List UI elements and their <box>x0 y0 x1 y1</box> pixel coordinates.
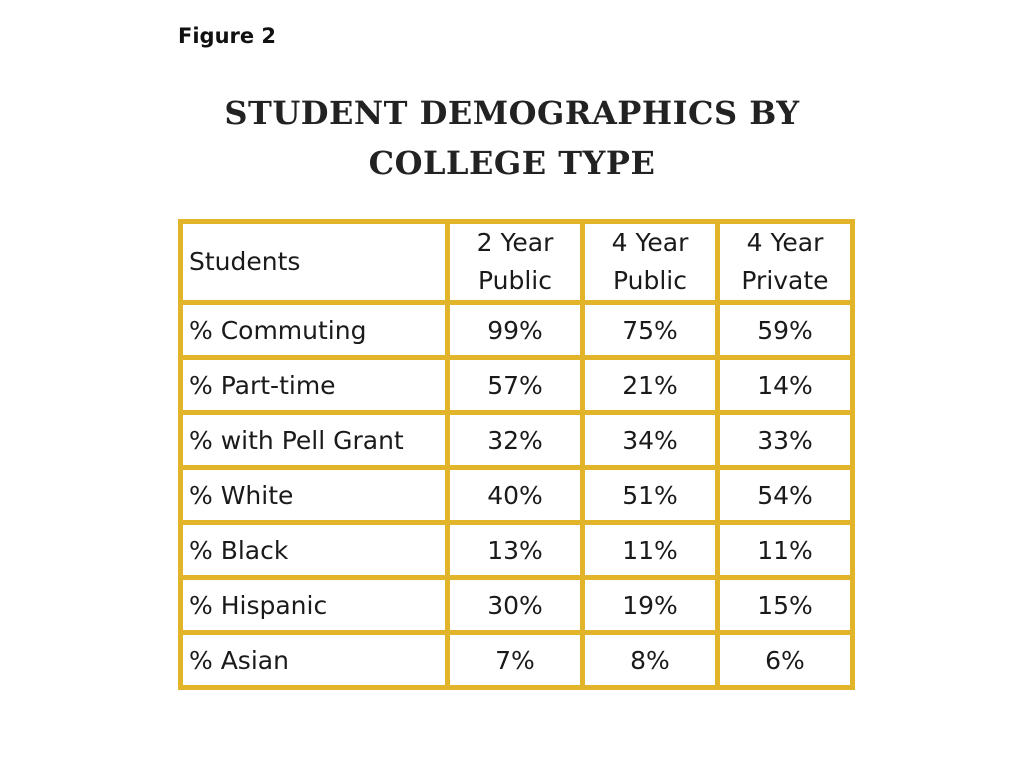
column-header-line: 4 Year <box>611 228 689 257</box>
column-header-4yr-public: 4 Year Public <box>585 224 715 300</box>
value-cell: 30% <box>450 580 580 630</box>
column-header-line: Public <box>478 266 552 295</box>
value-cell: 14% <box>720 360 850 410</box>
table-row: % Commuting 99% 75% 59% <box>183 305 850 355</box>
value-cell: 33% <box>720 415 850 465</box>
value-cell: 19% <box>585 580 715 630</box>
row-label-cell: % Asian <box>183 635 445 685</box>
table-row: % Black 13% 11% 11% <box>183 525 850 575</box>
column-header-line: 2 Year <box>476 228 554 257</box>
value-cell: 59% <box>720 305 850 355</box>
row-label-cell: % Black <box>183 525 445 575</box>
demographics-table-wrap: Students 2 Year Public 4 Year Public 4 Y… <box>178 219 855 690</box>
title-line-1: STUDENT DEMOGRAPHICS BY <box>224 94 800 132</box>
chart-title: STUDENT DEMOGRAPHICS BY COLLEGE TYPE <box>0 88 1024 188</box>
table-body: Students 2 Year Public 4 Year Public 4 Y… <box>183 224 850 685</box>
value-cell: 11% <box>585 525 715 575</box>
demographics-table: Students 2 Year Public 4 Year Public 4 Y… <box>178 219 855 690</box>
column-header-line: Public <box>613 266 687 295</box>
value-cell: 40% <box>450 470 580 520</box>
value-cell: 34% <box>585 415 715 465</box>
row-label-cell: % White <box>183 470 445 520</box>
value-cell: 7% <box>450 635 580 685</box>
row-label-cell: % Commuting <box>183 305 445 355</box>
value-cell: 11% <box>720 525 850 575</box>
table-row: % White 40% 51% 54% <box>183 470 850 520</box>
figure-label: Figure 2 <box>178 24 277 48</box>
value-cell: 8% <box>585 635 715 685</box>
value-cell: 75% <box>585 305 715 355</box>
row-label-cell: % with Pell Grant <box>183 415 445 465</box>
row-label-cell: % Hispanic <box>183 580 445 630</box>
value-cell: 13% <box>450 525 580 575</box>
value-cell: 15% <box>720 580 850 630</box>
header-row: Students 2 Year Public 4 Year Public 4 Y… <box>183 224 850 300</box>
value-cell: 32% <box>450 415 580 465</box>
value-cell: 6% <box>720 635 850 685</box>
column-header-2yr-public: 2 Year Public <box>450 224 580 300</box>
title-line-2: COLLEGE TYPE <box>368 144 656 182</box>
column-header-line: 4 Year <box>746 228 824 257</box>
table-row: % Asian 7% 8% 6% <box>183 635 850 685</box>
value-cell: 57% <box>450 360 580 410</box>
table-row: % Hispanic 30% 19% 15% <box>183 580 850 630</box>
value-cell: 99% <box>450 305 580 355</box>
value-cell: 21% <box>585 360 715 410</box>
row-label-cell: % Part-time <box>183 360 445 410</box>
column-header-4yr-private: 4 Year Private <box>720 224 850 300</box>
row-header-cell: Students <box>183 224 445 300</box>
column-header-line: Private <box>741 266 829 295</box>
value-cell: 54% <box>720 470 850 520</box>
table-row: % with Pell Grant 32% 34% 33% <box>183 415 850 465</box>
table-row: % Part-time 57% 21% 14% <box>183 360 850 410</box>
value-cell: 51% <box>585 470 715 520</box>
